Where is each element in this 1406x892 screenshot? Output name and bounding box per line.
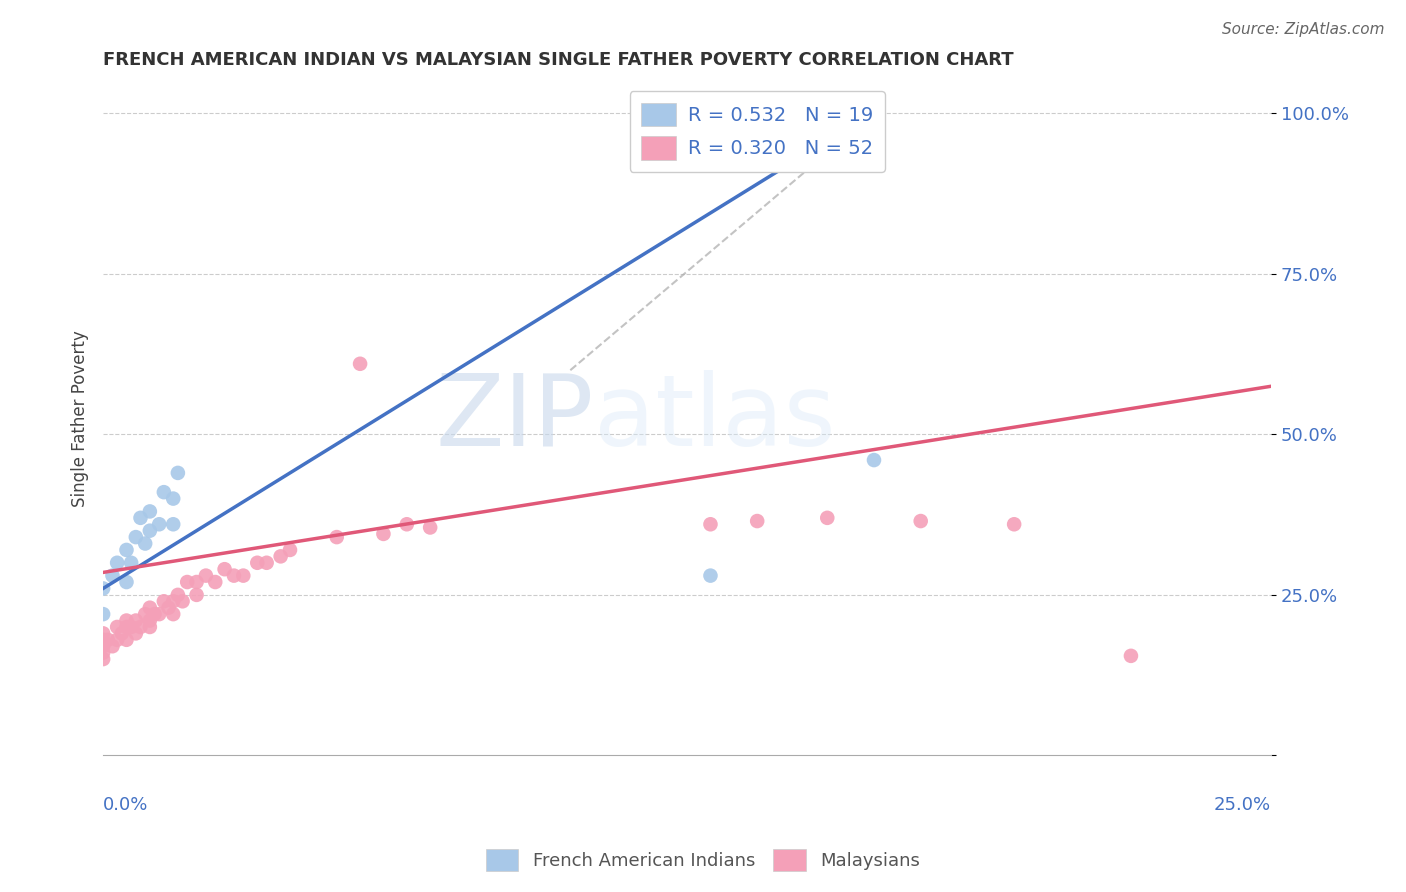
Point bbox=[139, 504, 162, 518]
Point bbox=[115, 620, 138, 634]
Point bbox=[148, 517, 170, 532]
Point bbox=[125, 614, 148, 628]
Point bbox=[120, 556, 142, 570]
Point bbox=[157, 600, 180, 615]
Text: Source: ZipAtlas.com: Source: ZipAtlas.com bbox=[1222, 22, 1385, 37]
Point bbox=[863, 453, 886, 467]
Point bbox=[91, 632, 114, 647]
Y-axis label: Single Father Poverty: Single Father Poverty bbox=[72, 330, 89, 507]
Point bbox=[101, 639, 124, 653]
Point bbox=[91, 607, 114, 621]
Point bbox=[115, 575, 138, 590]
Point bbox=[105, 632, 128, 647]
Point bbox=[194, 568, 217, 582]
Point bbox=[699, 568, 721, 582]
Point bbox=[91, 646, 114, 660]
Point bbox=[1002, 517, 1025, 532]
Point bbox=[699, 517, 721, 532]
Point bbox=[186, 588, 208, 602]
Point bbox=[120, 620, 142, 634]
Point bbox=[910, 514, 932, 528]
Point bbox=[105, 620, 128, 634]
Point bbox=[162, 517, 184, 532]
Text: 25.0%: 25.0% bbox=[1213, 796, 1271, 814]
Point bbox=[176, 575, 198, 590]
Point bbox=[91, 652, 114, 666]
Point bbox=[256, 556, 278, 570]
Point bbox=[105, 556, 128, 570]
Point bbox=[349, 357, 371, 371]
Point bbox=[148, 607, 170, 621]
Text: ZIP: ZIP bbox=[436, 370, 593, 467]
Point bbox=[134, 536, 156, 550]
Point bbox=[97, 632, 120, 647]
Point bbox=[125, 530, 148, 544]
Text: FRENCH AMERICAN INDIAN VS MALAYSIAN SINGLE FATHER POVERTY CORRELATION CHART: FRENCH AMERICAN INDIAN VS MALAYSIAN SING… bbox=[103, 51, 1014, 69]
Point bbox=[125, 626, 148, 640]
Point bbox=[91, 626, 114, 640]
Point bbox=[246, 556, 269, 570]
Point bbox=[747, 514, 769, 528]
Point bbox=[91, 582, 114, 596]
Text: atlas: atlas bbox=[593, 370, 835, 467]
Point bbox=[91, 639, 114, 653]
Point bbox=[204, 575, 226, 590]
Point bbox=[162, 607, 184, 621]
Text: 0.0%: 0.0% bbox=[103, 796, 149, 814]
Point bbox=[167, 588, 190, 602]
Point bbox=[232, 568, 254, 582]
Point bbox=[134, 607, 156, 621]
Point bbox=[167, 466, 190, 480]
Point bbox=[186, 575, 208, 590]
Point bbox=[214, 562, 236, 576]
Point bbox=[143, 607, 166, 621]
Point bbox=[139, 614, 162, 628]
Point bbox=[325, 530, 347, 544]
Legend: R = 0.532   N = 19, R = 0.320   N = 52: R = 0.532 N = 19, R = 0.320 N = 52 bbox=[630, 91, 884, 171]
Point bbox=[101, 568, 124, 582]
Point bbox=[153, 485, 176, 500]
Point bbox=[115, 543, 138, 558]
Point bbox=[139, 620, 162, 634]
Point bbox=[815, 511, 838, 525]
Point bbox=[172, 594, 194, 608]
Point bbox=[139, 524, 162, 538]
Legend: French American Indians, Malaysians: French American Indians, Malaysians bbox=[478, 842, 928, 879]
Point bbox=[222, 568, 245, 582]
Point bbox=[115, 614, 138, 628]
Point bbox=[162, 594, 184, 608]
Point bbox=[395, 517, 418, 532]
Point bbox=[129, 620, 152, 634]
Point bbox=[373, 527, 395, 541]
Point bbox=[270, 549, 292, 564]
Point bbox=[139, 600, 162, 615]
Point bbox=[115, 632, 138, 647]
Point bbox=[1119, 648, 1142, 663]
Point bbox=[153, 594, 176, 608]
Point bbox=[111, 626, 134, 640]
Point bbox=[278, 543, 301, 558]
Point bbox=[162, 491, 184, 506]
Point bbox=[129, 511, 152, 525]
Point bbox=[419, 520, 441, 534]
